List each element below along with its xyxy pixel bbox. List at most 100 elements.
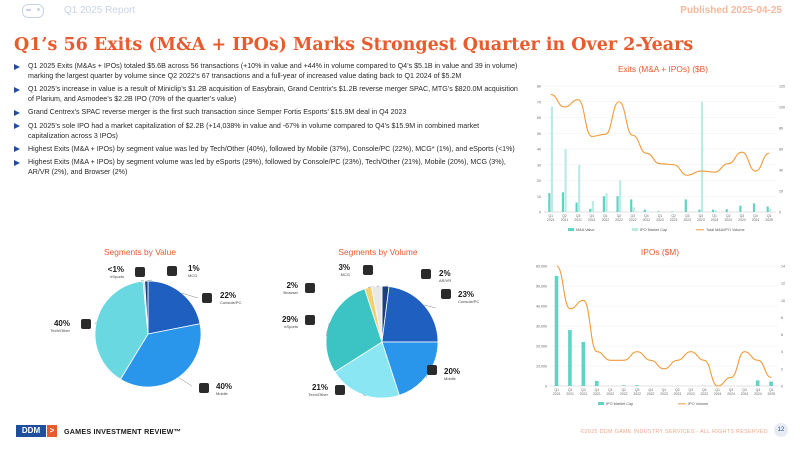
y-left-tick-label: 40 (537, 148, 541, 152)
x-tick-label: 2024 (738, 218, 746, 222)
x-tick-label: 2022 (647, 392, 655, 396)
trophy-icon (305, 315, 315, 325)
x-tick-label: 2023 (660, 392, 668, 396)
ipos-chart: 0 10,000 20,000 30,000 40,000 50,000 60,000 0 2 4… (536, 265, 785, 407)
bullet-item: Highest Exits (M&A + IPOs) by segment vo… (14, 158, 518, 178)
y-right-tick-label: 120 (779, 85, 785, 89)
x-tick-label: 2022 (633, 392, 641, 396)
x-tick-label: Q2 (621, 388, 626, 392)
page-title: Q1’s 56 Exits (M&A + IPOs) Marks Stronge… (14, 35, 694, 55)
bar-m-a-value (616, 196, 619, 212)
bar-ipo-market-cap (700, 101, 704, 212)
bullet-item: Q1 2025’s increase in value is a result … (14, 85, 518, 105)
slice-pct-label: <1% (108, 265, 124, 274)
x-tick-label: Q4 (648, 388, 653, 392)
bar-m-a-value (725, 209, 728, 212)
y-left-tick-label: 60 (537, 116, 541, 120)
bar-m-a-value (711, 209, 715, 212)
bar-ipo-market-cap (568, 330, 572, 386)
bar-ipo-market-cap (632, 207, 635, 212)
pie-slice-mobile (119, 323, 202, 388)
y-left-tick-label: 20,000 (536, 345, 547, 349)
x-tick-label: 2025 (768, 392, 776, 396)
slice-pct-label: 1% (188, 264, 200, 273)
icon-shape (202, 293, 212, 303)
x-tick-label: 2021 (561, 218, 569, 222)
y-left-tick-label: 70 (537, 100, 541, 104)
volume-chart-title: Segments by Volume (338, 247, 418, 257)
triangle-bullet-icon (14, 86, 20, 93)
x-tick-label: Q1 (712, 214, 717, 218)
icon-shape (135, 267, 145, 277)
legend-entry: IPO Market Cap (640, 228, 667, 232)
bar-m-a-value (561, 192, 565, 212)
x-tick-label: 2025 (765, 218, 773, 222)
x-tick-label: 2021 (553, 392, 561, 396)
y-left-tick-label: 60,000 (536, 265, 547, 269)
x-tick-label: 2023 (700, 392, 708, 396)
slice-name-label: eSports (284, 324, 298, 329)
slice-name-label: Mobile (444, 376, 457, 381)
legend-entry: M&A Value (576, 228, 595, 232)
x-tick-label: 2024 (714, 392, 722, 396)
slice-pct-label: 20% (444, 367, 460, 376)
x-tick-label: Q3 (742, 388, 747, 392)
icon-shape (305, 315, 315, 325)
x-tick-label: Q1 (767, 214, 772, 218)
y-left-tick-label: 80 (537, 85, 541, 89)
slice-name-label: Console/PC (458, 299, 479, 304)
top-bar: Q1 2025 Report Published 2025-04-25 (0, 0, 800, 26)
segments-volume-chart: 2%AR/VR23%Console/PC20%Mobile21%Tech/Oth… (282, 263, 479, 399)
legend-swatch (598, 402, 604, 405)
y-left-tick-label: 0 (545, 385, 547, 389)
bar-ipo-market-cap (769, 381, 773, 386)
y-right-tick-label: 8 (781, 316, 783, 320)
bar-m-a-value (684, 199, 687, 212)
x-tick-label: Q1 (549, 214, 554, 218)
y-left-tick-label: 30,000 (536, 325, 547, 329)
browser-icon (305, 283, 315, 293)
bar-ipo-market-cap (769, 208, 772, 212)
slice-name-label: Console/PC (220, 300, 241, 305)
bar-ipo-market-cap (564, 149, 567, 212)
y-right-tick-label: 10 (781, 299, 785, 303)
x-tick-label: Q1 (769, 388, 774, 392)
smartphone-icon (427, 365, 437, 375)
exits-chart: 01020304050607080020406080100120Q12021Q2… (537, 85, 785, 233)
x-tick-label: Q3 (740, 214, 745, 218)
x-tick-label: Q4 (699, 214, 704, 218)
series-line-total-m-a-ipo-volume (550, 93, 770, 176)
y-right-tick-label: 80 (779, 127, 783, 131)
bar-ipo-market-cap (621, 385, 626, 386)
x-tick-label: Q3 (576, 214, 581, 218)
x-tick-label: 2024 (727, 392, 735, 396)
y-left-tick-label: 50,000 (536, 285, 547, 289)
y-right-tick-label: 12 (781, 282, 785, 286)
icon-shape (305, 283, 315, 293)
footer: DDM > GAMES INVESTMENT REVIEW™ ©2025 DDM… (0, 415, 800, 450)
slice-pct-label: 2% (286, 281, 298, 290)
y-right-tick-label: 0 (781, 385, 783, 389)
x-tick-label: 2023 (670, 218, 678, 222)
slice-name-label: Tech/Other (50, 328, 70, 333)
bar-m-a-value (766, 206, 769, 212)
leader-line (146, 279, 153, 282)
pie-slice-console-pc (147, 280, 201, 335)
pie-slice-console-pc (381, 285, 439, 343)
legend-entry: Total M&A/IPO Volume (706, 228, 745, 232)
x-tick-label: Q2 (617, 214, 622, 218)
x-tick-label: Q2 (729, 388, 734, 392)
x-tick-label: Q2 (568, 388, 573, 392)
x-tick-label: Q3 (630, 214, 635, 218)
x-tick-label: Q1 (608, 388, 613, 392)
x-tick-label: Q4 (595, 388, 600, 392)
x-tick-label: Q1 (658, 214, 663, 218)
leader-line (181, 292, 199, 299)
x-tick-label: 2023 (674, 392, 682, 396)
x-tick-label: Q2 (726, 214, 731, 218)
x-tick-label: 2022 (607, 392, 615, 396)
y-left-tick-label: 10,000 (536, 365, 547, 369)
y-right-tick-label: 4 (781, 350, 783, 354)
slice-pct-label: 23% (458, 290, 474, 299)
gamepad-icon (202, 293, 212, 303)
